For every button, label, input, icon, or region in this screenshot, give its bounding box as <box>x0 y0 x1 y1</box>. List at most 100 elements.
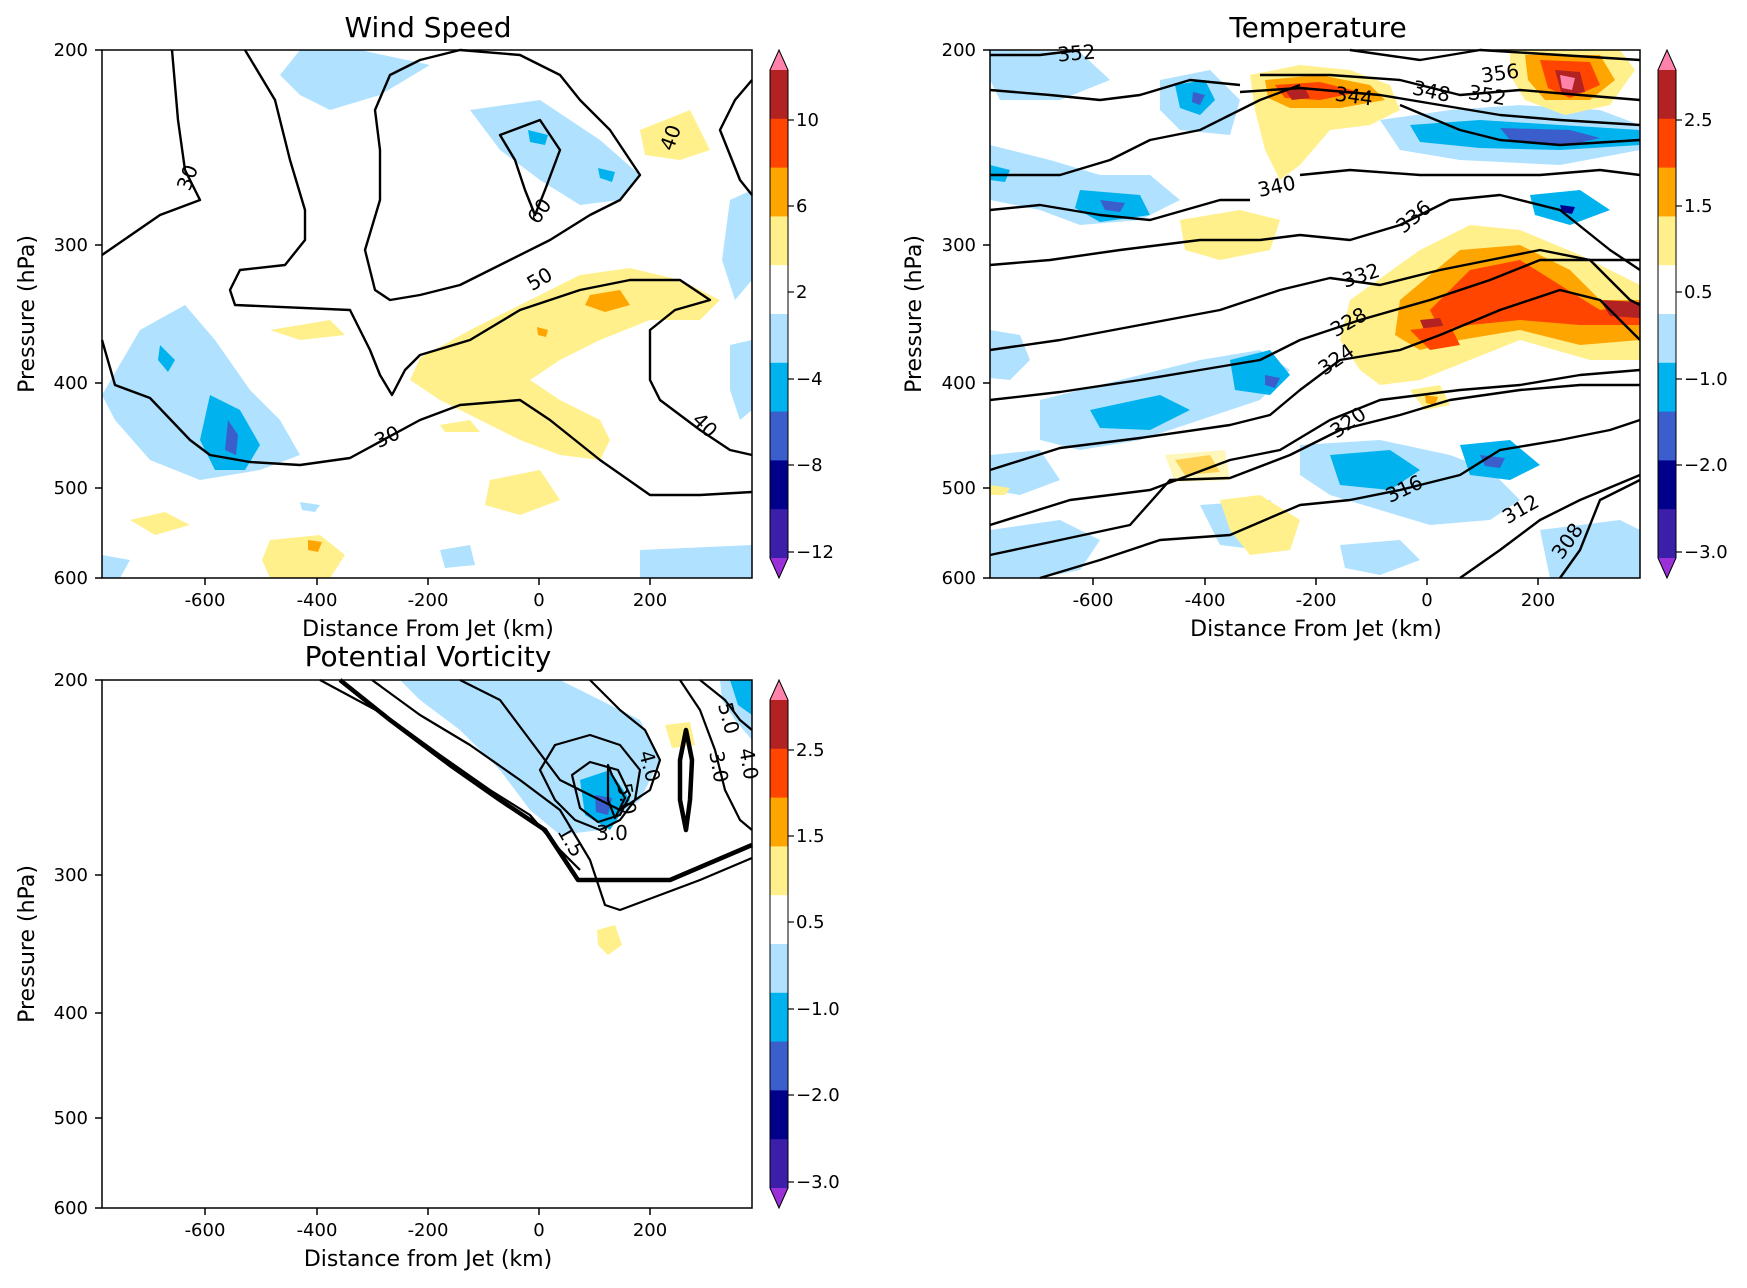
wind-speed-x-tick-label: -200 <box>408 590 449 611</box>
colorbar-segment <box>770 1139 788 1189</box>
colorbar-segment <box>770 895 788 945</box>
potential-vorticity-y-tick-label: 300 <box>54 865 88 886</box>
wind-speed-y-ticks: 200 300 400 500 600 <box>54 40 102 589</box>
colorbar-segment <box>1658 362 1676 413</box>
temperature-contour-label: 352 <box>1056 39 1096 66</box>
wind-speed-y-tick-label: 200 <box>54 40 88 61</box>
colorbar-tick-label: −3.0 <box>796 1172 840 1193</box>
wind-speed-y-axis-label: Pressure (hPa) <box>15 235 40 393</box>
potential-vorticity-fill <box>400 680 752 955</box>
colorbar-tick-label: 2 <box>796 282 807 303</box>
colorbar-tick-label: −12 <box>796 542 834 563</box>
colorbar-tick-label: 6 <box>796 196 807 217</box>
colorbar-tick-label: 0.5 <box>1684 282 1713 303</box>
colorbar-extend-high <box>770 50 788 70</box>
potential-vorticity-y-tick-label: 400 <box>54 1003 88 1024</box>
colorbar-tick-label: −4 <box>796 369 823 390</box>
colorbar-segment <box>1658 265 1676 315</box>
panel-wind-speed: Wind Speed <box>15 11 834 642</box>
potential-vorticity-x-tick-label: 200 <box>633 1220 667 1241</box>
colorbar-extend-high <box>1658 50 1676 70</box>
colorbar-tick-label: −8 <box>796 455 823 476</box>
temperature-contour-label: 344 <box>1333 82 1374 111</box>
potential-vorticity-x-tick-label: -200 <box>408 1220 449 1241</box>
potential-vorticity-x-ticks: -600 -400 -200 0 200 <box>185 1208 667 1241</box>
colorbar-segment <box>770 944 788 994</box>
potential-vorticity-y-tick-label: 600 <box>54 1198 88 1219</box>
colorbar-segment <box>770 314 788 364</box>
colorbar-tick-label: −3.0 <box>1684 542 1728 563</box>
colorbar-tick-label: 2.5 <box>1684 110 1713 131</box>
colorbar-extend-low <box>770 558 788 578</box>
wind-speed-x-axis-label: Distance From Jet (km) <box>302 617 554 642</box>
wind-speed-x-tick-label: 0 <box>533 590 544 611</box>
potential-vorticity-y-tick-label: 500 <box>54 1108 88 1129</box>
colorbar-segment <box>770 216 788 266</box>
wind-speed-contour-label: 40 <box>687 408 722 443</box>
potential-vorticity-title: Potential Vorticity <box>305 640 552 673</box>
potential-vorticity-x-tick-label: -400 <box>297 1220 338 1241</box>
colorbar-tick-label: 0.5 <box>796 912 825 933</box>
potential-vorticity-x-axis-label: Distance from Jet (km) <box>304 1247 552 1272</box>
wind-speed-contours <box>100 48 753 497</box>
temperature-x-ticks: -600 -400 -200 0 200 <box>1073 578 1555 611</box>
panel-temperature: Temperature <box>902 11 1728 642</box>
wind-speed-x-tick-label: -400 <box>297 590 338 611</box>
potential-vorticity-colorbar: 2.5 1.5 0.5 −1.0 −2.0 −3.0 <box>769 678 840 1210</box>
colorbar-segment <box>1658 216 1676 266</box>
wind-speed-plot-frame <box>101 49 753 579</box>
temperature-contour-label: 356 <box>1479 59 1520 88</box>
colorbar-tick-label: −2.0 <box>796 1085 840 1106</box>
temperature-y-tick-label: 600 <box>942 568 976 589</box>
potential-vorticity-plot-frame <box>101 679 753 1209</box>
colorbar-extend-low <box>1658 558 1676 578</box>
colorbar-segment <box>770 460 788 510</box>
temperature-y-axis-label: Pressure (hPa) <box>902 235 927 393</box>
colorbar-segment <box>770 1090 788 1140</box>
colorbar-segment <box>1658 167 1676 217</box>
wind-speed-y-tick-label: 600 <box>54 568 88 589</box>
potential-vorticity-x-tick-label: 0 <box>533 1220 544 1241</box>
colorbar-segment <box>770 797 788 847</box>
temperature-x-tick-label: 0 <box>1421 590 1432 611</box>
potential-vorticity-contour-label: 5.0 <box>612 781 641 816</box>
temperature-y-tick-label: 500 <box>942 478 976 499</box>
temperature-y-tick-label: 300 <box>942 235 976 256</box>
colorbar-segment <box>770 992 788 1043</box>
colorbar-tick-label: −1.0 <box>1684 369 1728 390</box>
colorbar-outline <box>769 678 789 1210</box>
colorbar-segment <box>770 70 788 120</box>
colorbar-outline <box>769 48 789 580</box>
colorbar-extend-high <box>770 680 788 700</box>
wind-speed-x-ticks: -600 -400 -200 0 200 <box>185 578 667 611</box>
wind-speed-title: Wind Speed <box>344 11 511 44</box>
potential-vorticity-y-axis-label: Pressure (hPa) <box>15 865 40 1023</box>
wind-speed-colorbar: 10 6 2 −4 −8 −12 <box>769 48 834 580</box>
colorbar-segment <box>770 411 788 461</box>
colorbar-extend-low <box>770 1188 788 1208</box>
colorbar-tick-label: −1.0 <box>796 999 840 1020</box>
temperature-contour-label: 340 <box>1255 170 1297 201</box>
wind-speed-contour-label: 30 <box>370 420 403 453</box>
potential-vorticity-contour-label: 4.0 <box>734 746 763 781</box>
temperature-x-tick-label: -400 <box>1185 590 1226 611</box>
colorbar-tick-label: −2.0 <box>1684 455 1728 476</box>
colorbar-segment <box>770 846 788 896</box>
potential-vorticity-contours <box>319 678 753 912</box>
colorbar-segment <box>770 362 788 413</box>
wind-speed-y-tick-label: 400 <box>54 373 88 394</box>
potential-vorticity-contour-label: 3.0 <box>596 821 628 845</box>
potential-vorticity-contour-label: 3.0 <box>704 749 733 784</box>
colorbar-segment <box>770 118 788 169</box>
temperature-y-tick-label: 400 <box>942 373 976 394</box>
potential-vorticity-x-tick-label: -600 <box>185 1220 226 1241</box>
colorbar-tick-label: 1.5 <box>1684 196 1713 217</box>
temperature-title: Temperature <box>1228 11 1406 44</box>
colorbar-segment <box>1658 118 1676 169</box>
colorbar-segment <box>770 700 788 750</box>
colorbar-segment <box>770 167 788 217</box>
colorbar-segment <box>1658 314 1676 364</box>
temperature-x-tick-label: -600 <box>1073 590 1114 611</box>
potential-vorticity-contour-labels: 1.5 3.0 3.0 4.0 4.0 5.0 5.0 <box>553 700 764 862</box>
